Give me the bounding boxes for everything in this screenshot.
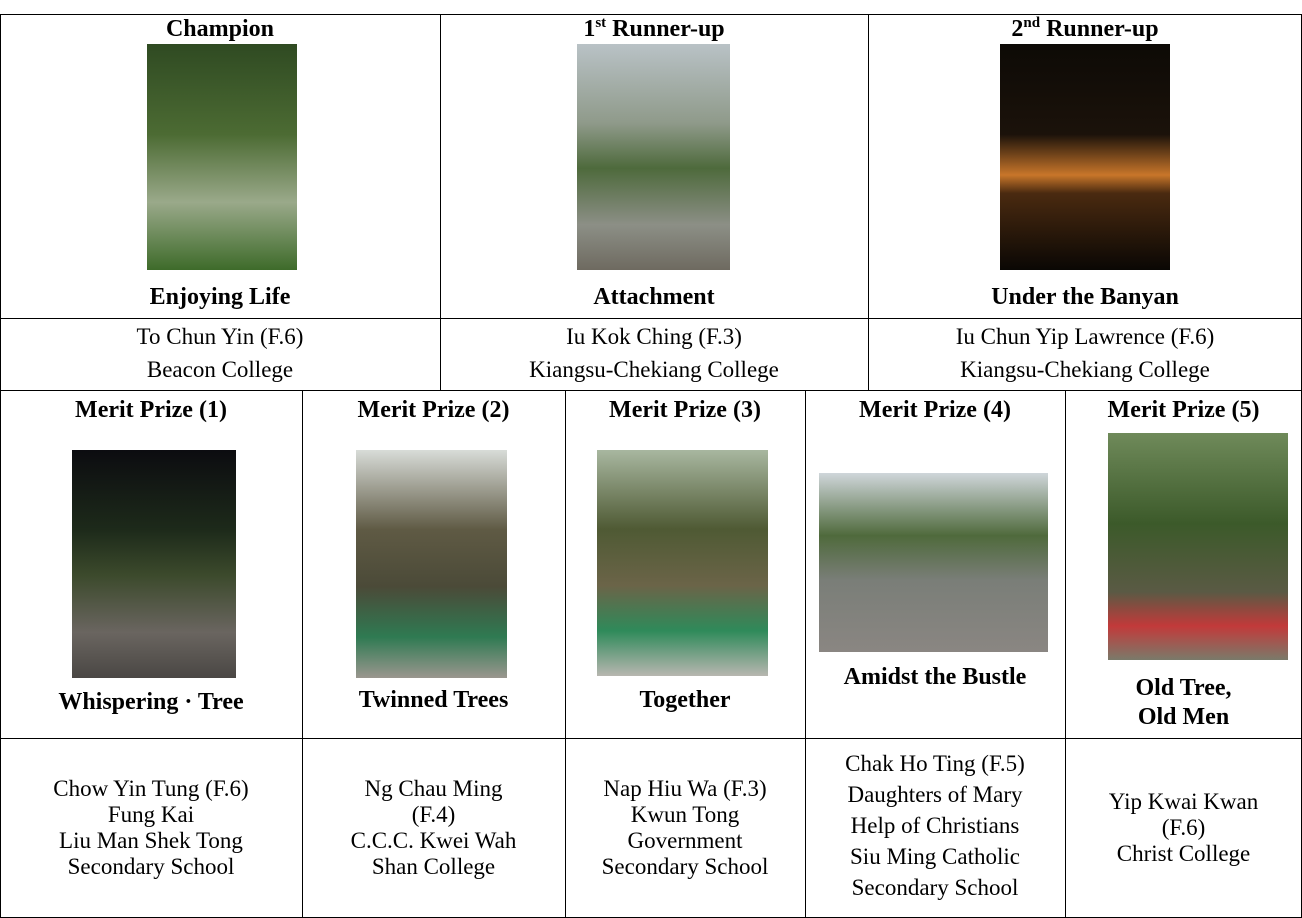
rule bbox=[0, 390, 1302, 391]
rule bbox=[0, 318, 1302, 319]
photo-title: Old Men bbox=[1137, 704, 1230, 730]
entrant-line: Yip Kwai Kwan bbox=[1108, 789, 1259, 814]
heading-text: Runner-up bbox=[612, 16, 725, 42]
heading-sup: nd bbox=[1023, 15, 1041, 31]
photo bbox=[1108, 433, 1288, 660]
entrant-line: Ng Chau Ming bbox=[364, 776, 503, 801]
column-heading: Merit Prize (3) bbox=[609, 397, 761, 423]
entrant-line: Daughters of Mary bbox=[847, 781, 1023, 807]
heading-text: 1 bbox=[583, 16, 596, 42]
photo-title: Whispering · Tree bbox=[58, 689, 244, 715]
photo-title: Together bbox=[639, 687, 731, 713]
photo-title: Old Tree, bbox=[1135, 675, 1232, 701]
entrant-line: Fung Kai bbox=[107, 802, 195, 827]
photo bbox=[577, 44, 730, 270]
heading-text: Runner-up bbox=[1046, 16, 1159, 42]
entrant-line: Secondary School bbox=[851, 874, 1019, 900]
entrant-line: Kwun Tong bbox=[630, 802, 740, 827]
entrant-line: C.C.C. Kwei Wah bbox=[350, 828, 517, 853]
photo bbox=[597, 450, 768, 676]
rule bbox=[565, 390, 566, 918]
entrant-line: Kiangsu-Chekiang College bbox=[960, 357, 1210, 382]
rule bbox=[805, 390, 806, 918]
photo-title: Enjoying Life bbox=[149, 284, 291, 310]
rule bbox=[1065, 390, 1066, 918]
photo bbox=[819, 473, 1048, 652]
entrant-line: Chow Yin Tung (F.6) bbox=[53, 776, 249, 801]
entrant-line: Kiangsu-Chekiang College bbox=[529, 357, 779, 382]
column-heading: 1st Runner-up bbox=[440, 15, 868, 43]
entrant-line: Shan College bbox=[371, 854, 496, 879]
entrant-line: Help of Christians bbox=[850, 812, 1020, 838]
entrant-line: Siu Ming Catholic bbox=[850, 843, 1020, 869]
column-heading: 2nd Runner-up bbox=[868, 15, 1302, 43]
rule bbox=[0, 14, 1302, 15]
photo-title: Under the Banyan bbox=[991, 284, 1179, 310]
heading-text: Champion bbox=[165, 16, 275, 42]
entrant-line: To Chun Yin (F.6) bbox=[136, 324, 304, 349]
column-heading: Merit Prize (5) bbox=[1107, 397, 1260, 423]
photo-title: Twinned Trees bbox=[358, 687, 509, 713]
rule bbox=[440, 14, 441, 390]
column-heading: Merit Prize (1) bbox=[75, 397, 227, 423]
entrant-line: Liu Man Shek Tong bbox=[59, 828, 243, 853]
photo bbox=[72, 450, 236, 678]
rule bbox=[868, 14, 869, 390]
heading-sup: st bbox=[595, 15, 607, 31]
column-heading: Champion bbox=[0, 16, 440, 42]
rule bbox=[0, 738, 1302, 739]
photo bbox=[1000, 44, 1170, 270]
heading-text: 2 bbox=[1011, 16, 1024, 42]
entrant-line: Secondary School bbox=[67, 854, 235, 879]
rule bbox=[0, 14, 1, 918]
column-heading: Merit Prize (2) bbox=[357, 397, 510, 423]
entrant-line: Beacon College bbox=[146, 357, 294, 382]
entrant-line: (F.4) bbox=[411, 802, 456, 827]
entrant-line: Secondary School bbox=[601, 854, 769, 879]
photo-title: Attachment bbox=[593, 284, 715, 310]
entrant-line: (F.6) bbox=[1161, 815, 1206, 840]
rule bbox=[302, 390, 303, 918]
entrant-line: Christ College bbox=[1116, 841, 1251, 866]
photo-title: Amidst the Bustle bbox=[843, 664, 1027, 690]
entrant-line: Nap Hiu Wa (F.3) bbox=[603, 776, 767, 801]
entrant-line: Government bbox=[627, 828, 743, 853]
column-heading: Merit Prize (4) bbox=[859, 397, 1011, 423]
entrant-line: Iu Kok Ching (F.3) bbox=[566, 324, 742, 349]
entrant-line: Chak Ho Ting (F.5) bbox=[845, 750, 1025, 776]
photo bbox=[356, 450, 507, 678]
entrant-line: Iu Chun Yip Lawrence (F.6) bbox=[955, 324, 1215, 349]
photo bbox=[147, 44, 297, 270]
